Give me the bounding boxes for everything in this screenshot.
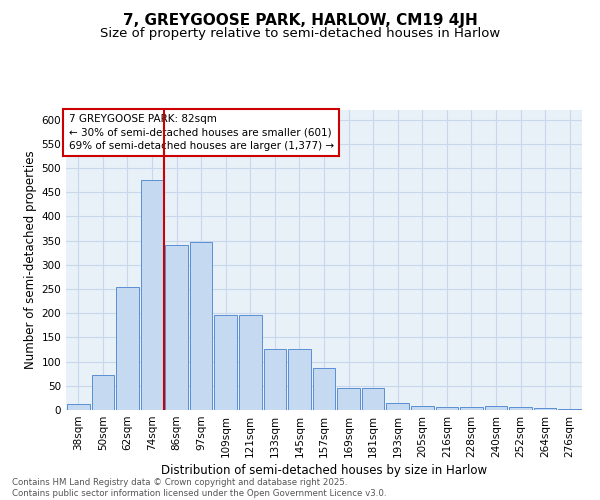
Bar [263, 348, 286, 410]
Bar [140, 180, 163, 410]
Bar [509, 407, 532, 410]
Bar [362, 388, 385, 410]
X-axis label: Distribution of semi-detached houses by size in Harlow: Distribution of semi-detached houses by … [161, 464, 487, 477]
Bar [485, 406, 508, 410]
Text: Contains HM Land Registry data © Crown copyright and database right 2025.
Contai: Contains HM Land Registry data © Crown c… [12, 478, 386, 498]
Bar [67, 404, 89, 410]
Bar [559, 408, 581, 410]
Bar [337, 388, 360, 410]
Bar [313, 368, 335, 410]
Bar [165, 245, 188, 410]
Y-axis label: Number of semi-detached properties: Number of semi-detached properties [24, 150, 37, 370]
Bar [534, 408, 556, 410]
Bar [116, 286, 139, 410]
Bar [92, 374, 114, 410]
Bar [190, 242, 212, 410]
Text: 7, GREYGOOSE PARK, HARLOW, CM19 4JH: 7, GREYGOOSE PARK, HARLOW, CM19 4JH [122, 12, 478, 28]
Text: Size of property relative to semi-detached houses in Harlow: Size of property relative to semi-detach… [100, 28, 500, 40]
Bar [214, 314, 237, 410]
Bar [436, 407, 458, 410]
Text: 7 GREYGOOSE PARK: 82sqm
← 30% of semi-detached houses are smaller (601)
69% of s: 7 GREYGOOSE PARK: 82sqm ← 30% of semi-de… [68, 114, 334, 151]
Bar [460, 407, 483, 410]
Bar [386, 402, 409, 410]
Bar [411, 406, 434, 410]
Bar [288, 348, 311, 410]
Bar [239, 314, 262, 410]
